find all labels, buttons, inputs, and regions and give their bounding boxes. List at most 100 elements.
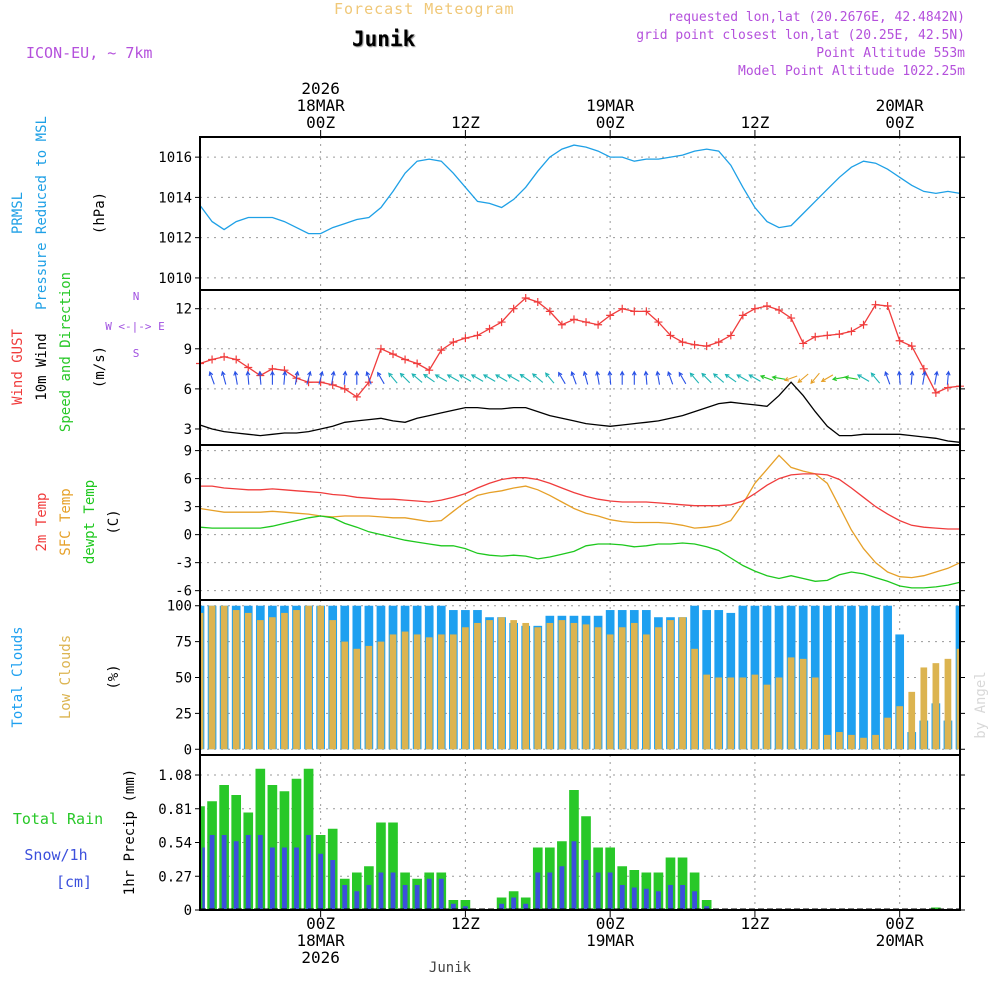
low-cloud-bar [305, 605, 312, 750]
gust-marker [497, 318, 506, 327]
low-cloud-bar [775, 677, 783, 750]
snow-bar [571, 841, 577, 910]
bottom-time-label: 00Z [885, 914, 914, 933]
low-cloud-bar [582, 624, 590, 750]
low-cloud-bar [269, 617, 276, 750]
low-cloud-bar [281, 612, 288, 750]
snow-bar [269, 847, 275, 910]
bottom-time-label: 00Z [306, 914, 335, 933]
gust-marker [401, 355, 410, 364]
wind-arrow [843, 375, 858, 381]
rain-bar [200, 806, 205, 910]
gust-marker [485, 324, 494, 333]
snow-bar [426, 878, 432, 910]
model-name: ICON-EU, ~ 7km [26, 44, 153, 62]
top-time-label: 18MAR [297, 96, 346, 115]
wind-label: 10m Wind [34, 333, 50, 400]
gust-marker [461, 334, 470, 343]
snow-bar [294, 847, 299, 910]
y-tick-label: -3 [175, 556, 192, 572]
y-tick-label: 1014 [158, 190, 192, 206]
y-tick-label: 25 [175, 706, 192, 722]
gust-marker [244, 363, 253, 372]
wind-panel: 3 6 9 12 [175, 290, 965, 445]
wind-arrow [365, 371, 372, 385]
snow-bar [390, 872, 396, 910]
temperature-panel: -6 -3 0 3 6 9 [175, 444, 965, 600]
low-cloud-bar [474, 622, 481, 750]
y-tick-label: 100 [167, 599, 192, 615]
wind-arrow [388, 372, 398, 384]
snow-bar [559, 866, 565, 910]
gust-marker [545, 307, 554, 316]
rain-label: Total Rain [13, 810, 103, 828]
snow-bar [257, 835, 263, 910]
y-tick-label: 1010 [158, 271, 192, 287]
wind-arrow [318, 370, 324, 385]
low-cloud-bar [329, 620, 337, 750]
snow-bar [595, 872, 601, 910]
low-cloud-bar [956, 648, 959, 750]
rain-bar [701, 900, 712, 910]
wind-unit: (m/s) [92, 346, 108, 388]
footer-location: Junik [429, 960, 472, 976]
wind-arrow [458, 374, 472, 382]
gust-marker [473, 331, 482, 340]
wind-arrow [422, 373, 435, 383]
low-cloud-bar [449, 634, 457, 750]
gust-marker [594, 320, 603, 329]
wind-arrow [884, 371, 891, 385]
y-tick-label: 0.54 [158, 836, 192, 852]
total-clouds-label: Total Clouds [10, 626, 26, 727]
compass-we: W <-|-> E [105, 320, 165, 333]
wind-arrow [570, 371, 577, 385]
low-cloud-bar [884, 717, 891, 750]
y-tick-label: 3 [184, 500, 192, 516]
gust-marker [425, 366, 434, 375]
pressure-label-2: Pressure Reduced to MSL [34, 116, 50, 310]
low-cloud-bar [341, 641, 349, 750]
snow-bar [330, 860, 336, 910]
snow-bar [202, 847, 205, 910]
wind-arrow [282, 370, 288, 385]
gust-marker [220, 352, 229, 361]
wind-arrow [470, 374, 484, 382]
wind-arrow [519, 373, 532, 383]
low-cloud-bar [201, 612, 204, 750]
low-cloud-bar [377, 641, 385, 750]
low-cloud-bar [896, 706, 904, 750]
wind-arrow [748, 374, 761, 382]
top-time-label: 12Z [451, 113, 480, 132]
low-cloud-bar [293, 610, 300, 750]
low-clouds-label: Low Clouds [58, 635, 74, 719]
low-cloud-bar [510, 620, 517, 750]
snow-bar [680, 885, 685, 910]
rain-bar [388, 822, 398, 910]
low-cloud-bar [860, 737, 867, 750]
gust-marker [847, 327, 856, 336]
wind-arrow [482, 374, 496, 382]
gust-marker [726, 331, 735, 340]
gust-marker [859, 320, 868, 329]
low-cloud-bar [643, 634, 650, 750]
rain-bar [677, 857, 688, 910]
snow-bar [631, 887, 637, 910]
low-cloud-bar [811, 677, 819, 750]
low-cloud-bar [462, 627, 469, 750]
wind-arrow [797, 373, 809, 384]
low-cloud-bar [437, 634, 445, 750]
low-cloud-bar [353, 648, 361, 750]
temp-unit: (C) [106, 509, 122, 534]
wind-arrow [233, 370, 239, 385]
gust-marker [702, 342, 711, 351]
snow-unit: [cm] [56, 873, 92, 891]
low-cloud-bar [739, 677, 747, 750]
wind-arrow [220, 370, 227, 385]
top-time-label: 20MAR [876, 96, 925, 115]
gust-marker [666, 331, 675, 340]
gust-marker [376, 344, 385, 353]
top-time-label: 00Z [885, 113, 914, 132]
bottom-time-label: 12Z [740, 914, 769, 933]
y-tick-label: 9 [184, 342, 192, 358]
wind-arrow [558, 371, 566, 385]
